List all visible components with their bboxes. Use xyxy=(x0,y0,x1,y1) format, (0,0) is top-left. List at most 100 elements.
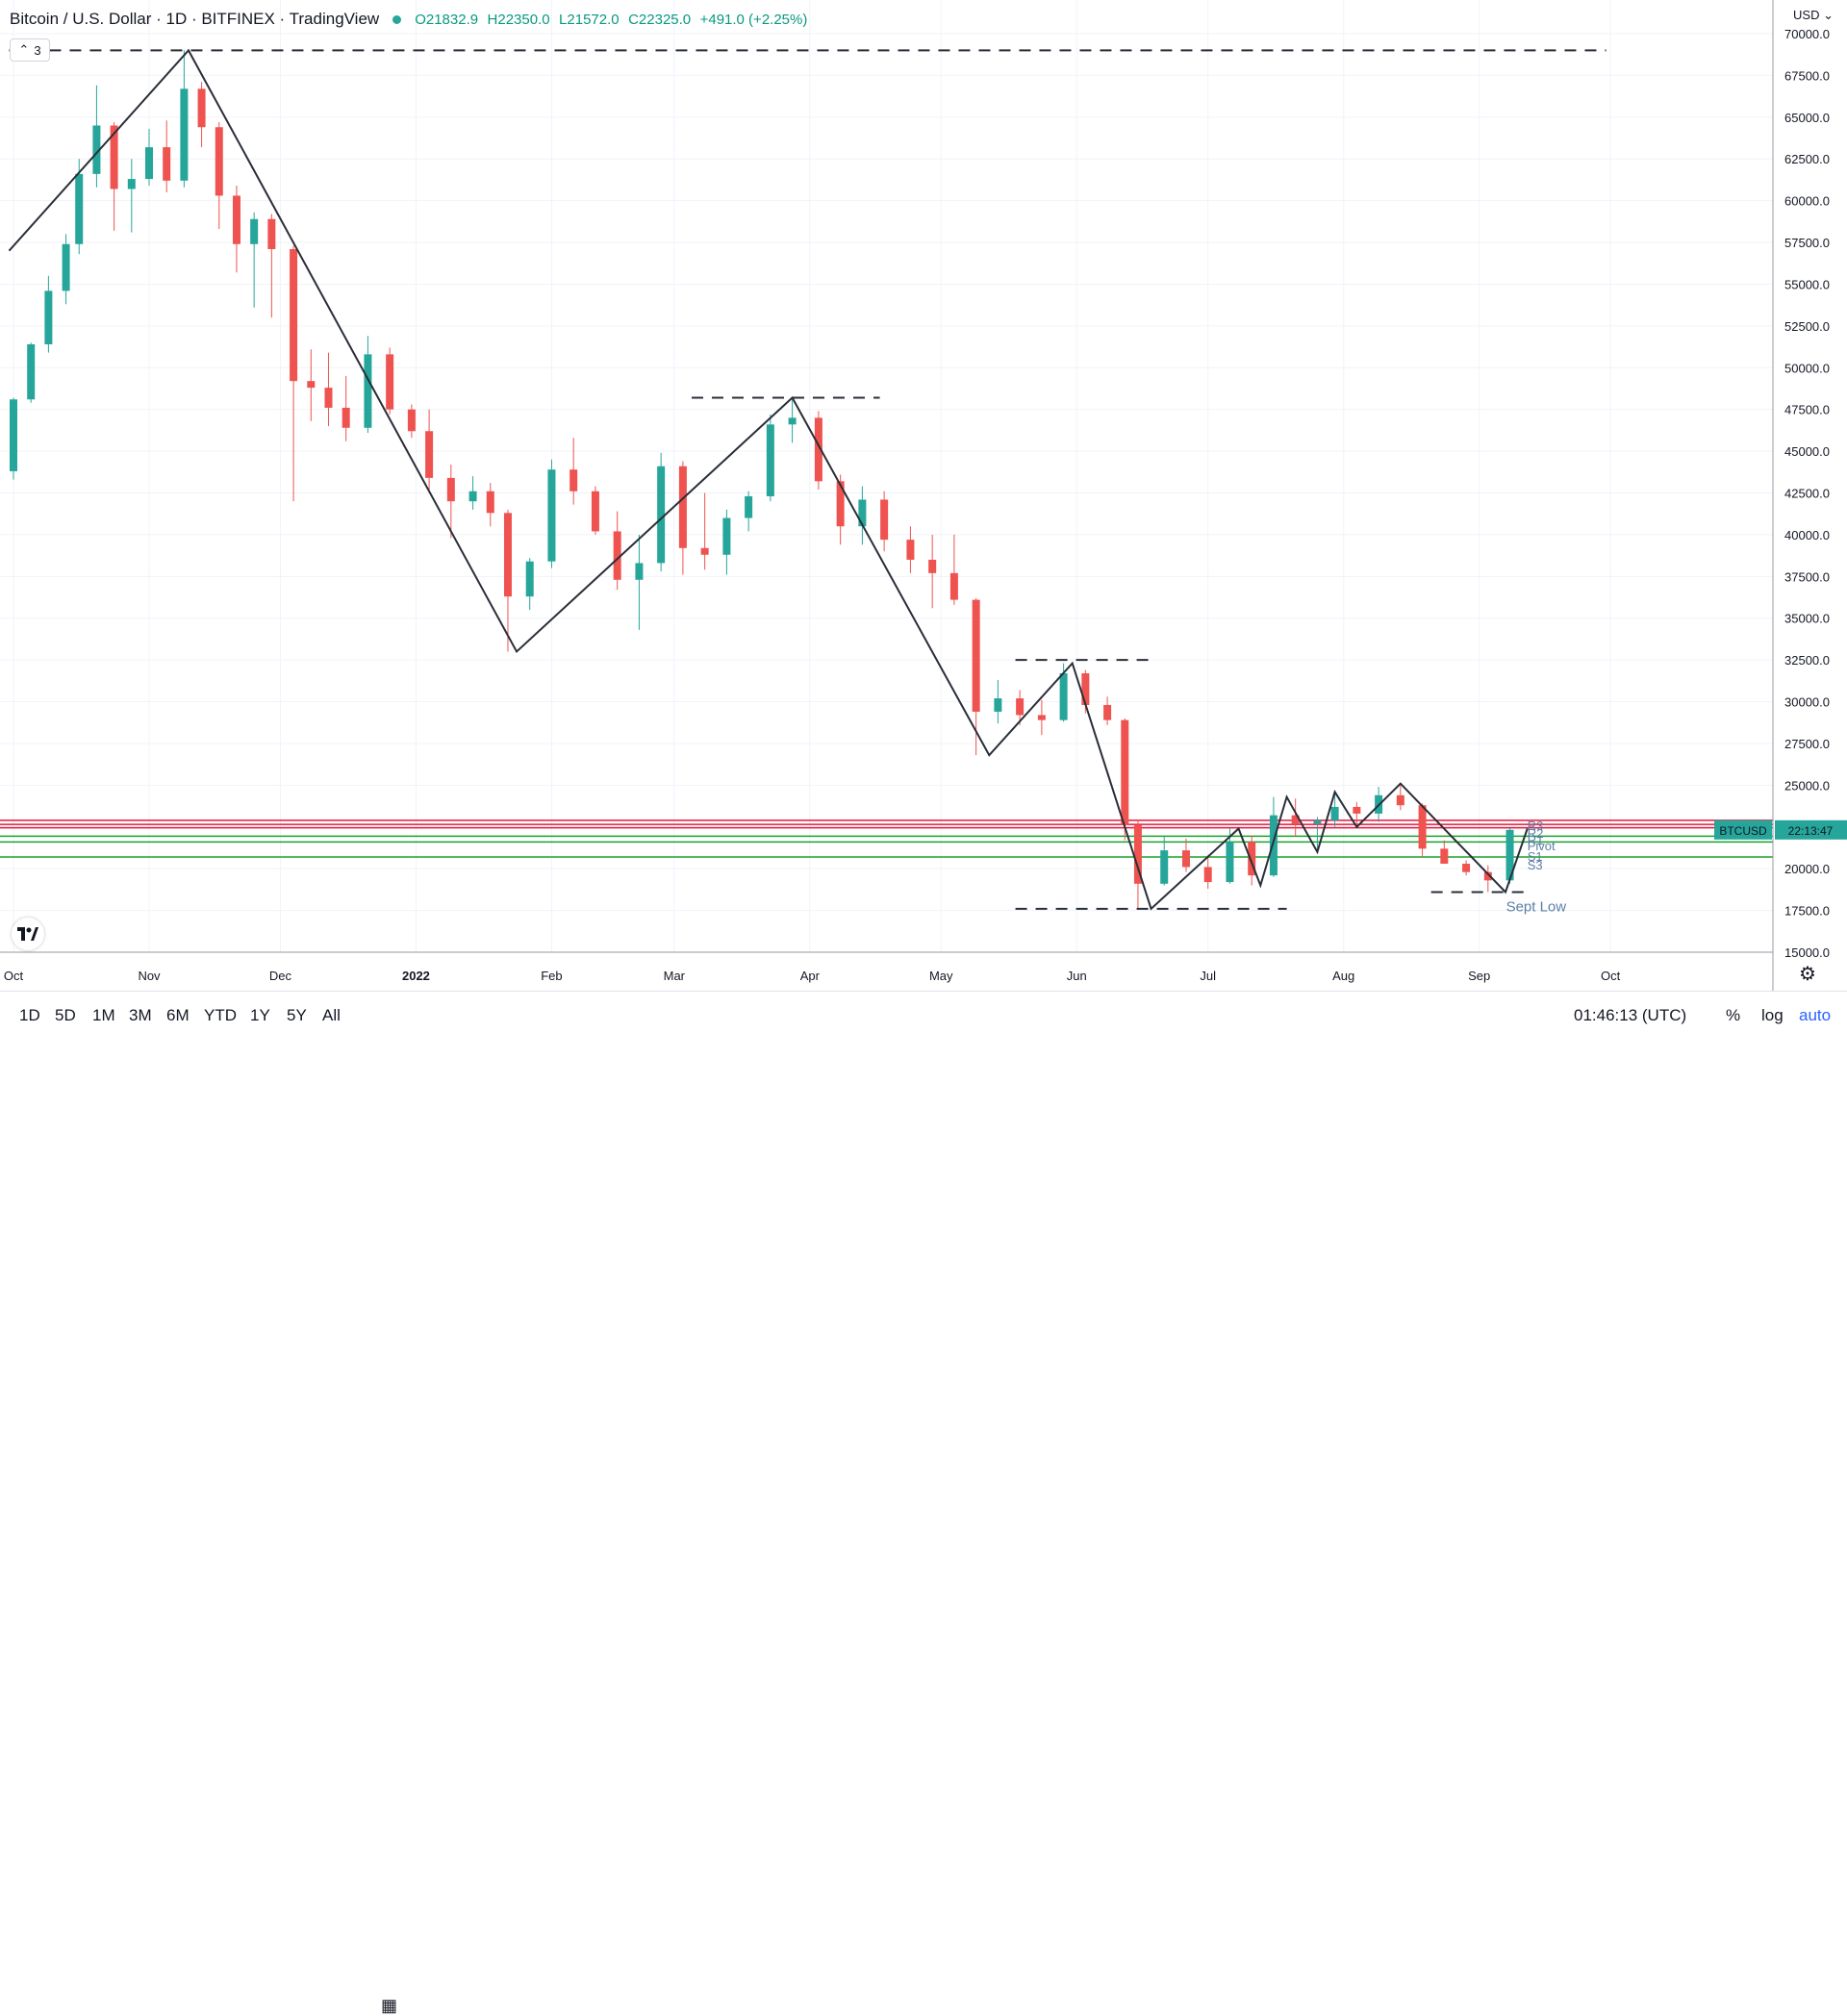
candle-body xyxy=(1353,806,1361,814)
ohlc-low: L21572.0 xyxy=(559,11,620,28)
candle xyxy=(324,352,333,427)
candle xyxy=(486,483,494,527)
tradingview-logo[interactable] xyxy=(12,918,44,950)
candle-body xyxy=(267,218,276,249)
indicator-toggle[interactable]: ⌃ 3 xyxy=(10,38,50,62)
candle-body xyxy=(766,424,774,496)
y-tick-label: 70000.0 xyxy=(1784,27,1830,41)
candle xyxy=(342,375,350,441)
y-tick-label: 15000.0 xyxy=(1784,945,1830,960)
calendar-icon[interactable]: ▦ xyxy=(381,1996,398,2015)
candle-body xyxy=(27,343,36,400)
symbol-tag-bg xyxy=(1714,819,1772,840)
candle-body xyxy=(1037,715,1046,720)
candle xyxy=(1313,817,1322,852)
clock-readout[interactable]: 01:46:13 (UTC) xyxy=(1574,1006,1687,1024)
chart-header: Bitcoin / U.S. Dollar · 1D · BITFINEX · … xyxy=(10,10,807,29)
range-3m-button[interactable]: 3M xyxy=(129,1006,152,1024)
candle-body xyxy=(145,147,153,180)
candle-body xyxy=(468,491,477,502)
range-6m-button[interactable]: 6M xyxy=(166,1006,190,1024)
candle xyxy=(44,275,53,353)
percent-toggle[interactable]: % xyxy=(1726,1006,1741,1024)
currency-label: USD xyxy=(1793,8,1820,22)
candle xyxy=(1269,796,1278,877)
price-tag: BTCUSD 22:13:47 xyxy=(1714,819,1847,840)
candle-body xyxy=(364,354,372,428)
pivot-label: S1 xyxy=(1528,849,1543,864)
candle-body xyxy=(1440,848,1449,864)
candle-body xyxy=(75,173,84,244)
range-5y-button[interactable]: 5Y xyxy=(287,1006,307,1024)
candle-body xyxy=(880,499,889,541)
range-1m-button[interactable]: 1M xyxy=(92,1006,115,1024)
candle-body xyxy=(407,409,416,432)
market-status-icon xyxy=(392,14,402,24)
candle xyxy=(215,122,223,230)
candle xyxy=(547,459,556,568)
candle-body xyxy=(1103,705,1112,720)
auto-scale-toggle[interactable]: auto xyxy=(1799,1006,1832,1024)
currency-selector[interactable]: USD ⌄ xyxy=(1793,8,1834,23)
candle xyxy=(788,397,797,443)
candle xyxy=(1291,798,1300,838)
range-1d-button[interactable]: 1D xyxy=(19,1006,40,1024)
candle xyxy=(10,397,17,480)
y-tick-label: 67500.0 xyxy=(1784,68,1830,83)
candle-body xyxy=(180,88,189,181)
x-tick-label: Jul xyxy=(1200,969,1216,983)
candle-body xyxy=(1203,867,1212,883)
candle-body xyxy=(1483,871,1492,881)
candle xyxy=(1330,792,1339,827)
candle-body xyxy=(814,417,822,482)
candle xyxy=(569,438,578,505)
chart-grid xyxy=(0,0,1773,953)
y-tick-label: 25000.0 xyxy=(1784,778,1830,793)
candle xyxy=(425,409,434,493)
candle xyxy=(1181,838,1190,872)
candle xyxy=(722,509,731,575)
candle-body xyxy=(1181,850,1190,868)
candle-body xyxy=(547,469,556,562)
countdown-tag-bg xyxy=(1775,819,1847,840)
x-tick-label: Dec xyxy=(269,969,292,983)
candle-body xyxy=(613,531,621,580)
log-toggle[interactable]: log xyxy=(1761,1006,1784,1024)
candle-body xyxy=(569,469,578,491)
candle-body xyxy=(1121,719,1129,826)
candle-body xyxy=(503,513,512,597)
candle-body xyxy=(215,127,223,196)
candle-body xyxy=(1396,794,1404,806)
x-tick-label: Apr xyxy=(800,969,821,983)
x-tick-label: Oct xyxy=(1601,969,1621,983)
candle xyxy=(110,122,118,231)
y-tick-label: 17500.0 xyxy=(1784,904,1830,919)
candle xyxy=(267,214,276,318)
range-all-button[interactable]: All xyxy=(322,1006,341,1024)
range-ytd-button[interactable]: YTD xyxy=(204,1006,237,1024)
candle-body xyxy=(635,563,644,580)
candle-body xyxy=(1226,842,1234,883)
candle xyxy=(700,492,709,570)
y-tick-label: 40000.0 xyxy=(1784,528,1830,542)
candle-body xyxy=(994,698,1002,712)
candle-body xyxy=(386,354,394,410)
candle xyxy=(1016,690,1025,725)
candle-body xyxy=(324,388,333,408)
candle xyxy=(197,82,206,148)
candle xyxy=(880,491,889,552)
range-1y-button[interactable]: 1Y xyxy=(250,1006,270,1024)
price-chart[interactable]: 15000.017500.020000.022500.025000.027500… xyxy=(0,0,1847,991)
range-5d-button[interactable]: 5D xyxy=(55,1006,76,1024)
symbol-title[interactable]: Bitcoin / U.S. Dollar · 1D · BITFINEX · … xyxy=(10,10,380,28)
candle-body xyxy=(972,599,980,712)
candle-body xyxy=(197,88,206,128)
chevron-up-icon: ⌃ xyxy=(18,42,30,57)
settings-gear-icon[interactable]: ⚙ xyxy=(1799,964,1816,985)
y-tick-label: 57500.0 xyxy=(1784,236,1830,250)
candle-body xyxy=(163,147,171,181)
candle xyxy=(62,234,70,305)
candle-body xyxy=(906,540,915,560)
candle-body xyxy=(1016,698,1025,716)
candle-body xyxy=(232,195,240,244)
